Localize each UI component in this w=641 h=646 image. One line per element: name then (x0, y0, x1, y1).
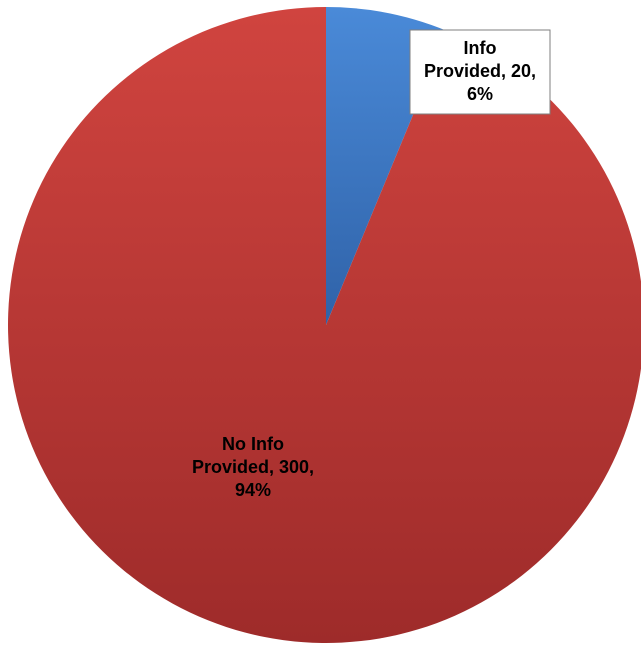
data-label-box (409, 29, 551, 115)
data-label-line: Provided, 300, (192, 457, 314, 477)
data-label-no-info-provided: No Info Provided, 300, 94% (192, 434, 314, 500)
data-label-line: Provided, 20, (424, 61, 536, 81)
data-label-info-provided: Info Provided, 20, 6% (409, 29, 551, 115)
pie-slice-no-info-provided (8, 7, 641, 643)
data-label-line: 94% (235, 480, 271, 500)
data-label-line: No Info (222, 434, 284, 454)
data-label-line: Info (464, 38, 497, 58)
labels-layer: Info Provided, 20, 6% No Info Provided, 300,… (192, 29, 551, 500)
data-label-line: 6% (467, 84, 493, 104)
